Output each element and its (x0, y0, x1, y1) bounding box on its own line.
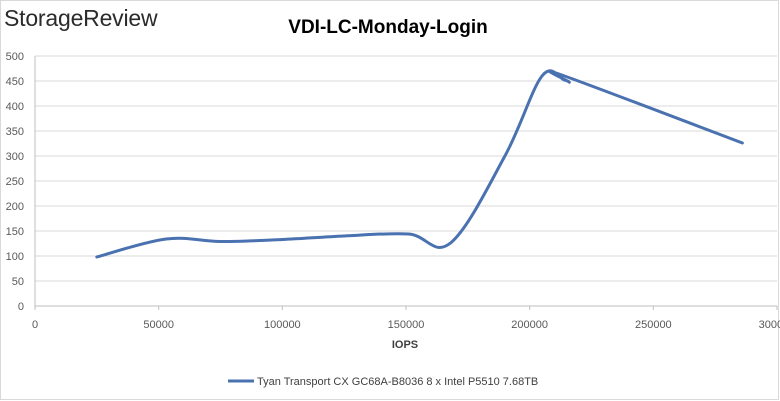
x-tick-label: 150000 (388, 319, 425, 331)
y-tick-label: 0 (18, 301, 24, 313)
x-tick-label: 100000 (264, 319, 301, 331)
x-tick-label: 250000 (635, 319, 672, 331)
x-tick-label: 0 (32, 319, 38, 331)
legend-label: Tyan Transport CX GC68A-B8036 8 x Intel … (257, 376, 538, 388)
y-tick-label: 500 (6, 51, 24, 63)
y-axis-tick-labels: 0 50 100 150 200 250 300 350 400 450 500 (6, 51, 24, 313)
chart-title: VDI-LC-Monday-Login (288, 17, 487, 38)
storagereview-logo: StorageReview (4, 5, 158, 31)
y-tick-label: 50 (12, 276, 24, 288)
y-tick-label: 300 (6, 151, 24, 163)
y-tick-label: 250 (6, 176, 24, 188)
x-tick-label: 200000 (511, 319, 548, 331)
y-tick-label: 150 (6, 226, 24, 238)
y-tick-label: 200 (6, 201, 24, 213)
y-tick-label: 400 (6, 101, 24, 113)
y-tick-label: 350 (6, 126, 24, 138)
x-axis-label: IOPS (392, 339, 418, 351)
x-axis-tick-labels: 0 50000 100000 150000 200000 250000 300000 (32, 319, 780, 331)
x-tick-label: 300000 (759, 319, 780, 331)
y-tick-label: 450 (6, 76, 24, 88)
series-line-0 (95, 69, 744, 259)
y-tick-label: 100 (6, 251, 24, 263)
legend: Tyan Transport CX GC68A-B8036 8 x Intel … (228, 376, 538, 388)
x-tick-label: 50000 (143, 319, 174, 331)
gridlines (35, 55, 777, 282)
axes (34, 56, 778, 310)
series-lines (95, 69, 744, 259)
